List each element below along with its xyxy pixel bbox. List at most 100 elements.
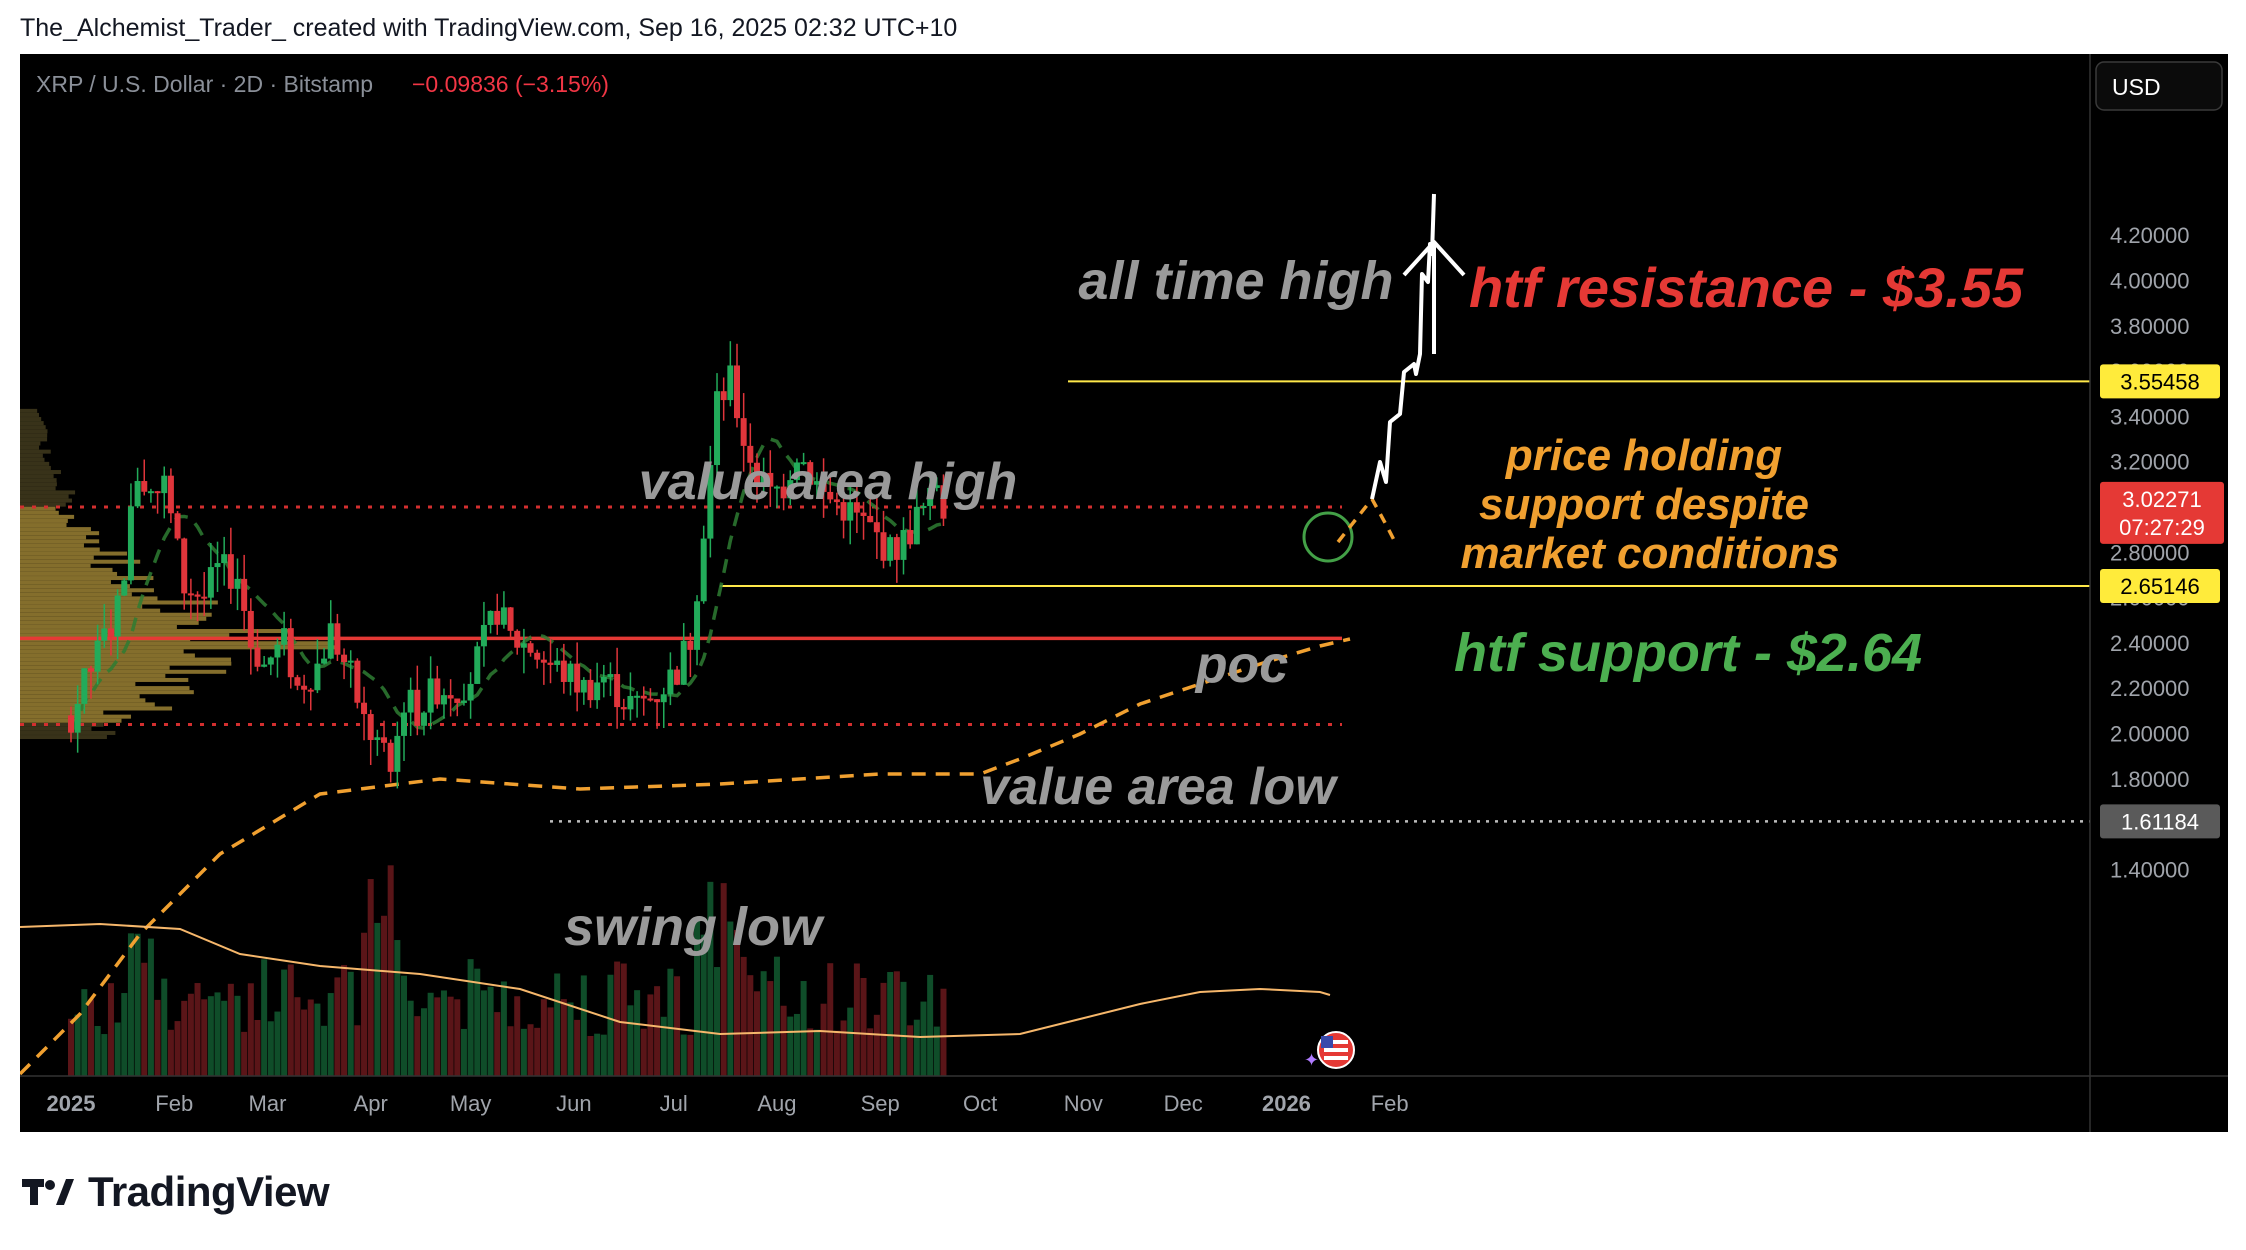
currency-label: USD: [2112, 74, 2161, 100]
time-tick-label: Apr: [354, 1091, 388, 1116]
volume-profile-row: [20, 567, 113, 572]
time-tick-label: Jul: [660, 1091, 688, 1116]
volume-bar: [174, 1021, 181, 1076]
volume-profile-row: [20, 547, 100, 552]
candle-body: [221, 554, 228, 564]
price-tick-label: 2.00000: [2110, 722, 2190, 747]
volume-profile-row: [20, 682, 136, 687]
candle-body: [274, 644, 281, 658]
volume-bar: [301, 1009, 308, 1076]
volume-profile-row: [20, 580, 111, 585]
volume-bar: [640, 1028, 647, 1076]
volume-bar: [321, 1025, 328, 1076]
candle-body: [367, 714, 374, 740]
projection-path: [1370, 193, 1436, 500]
volume-bar: [714, 967, 721, 1076]
candle-body: [560, 660, 567, 682]
symbol-legend[interactable]: XRP / U.S. Dollar · 2D · Bitstamp: [36, 71, 373, 97]
volume-profile-row: [20, 551, 128, 556]
price-axis[interactable]: 4.200004.000003.800003.600003.400003.200…: [2110, 223, 2190, 882]
volume-bar: [361, 932, 368, 1076]
volume-bar: [614, 961, 621, 1076]
candle-body: [813, 481, 820, 485]
us-flag-event-icon[interactable]: ✦: [1304, 1031, 1355, 1070]
support-despite-label: support despite: [1479, 480, 1809, 529]
volume-profile-row: [20, 604, 143, 609]
moving-averages: [20, 437, 1351, 1076]
candle-body: [494, 610, 501, 625]
candle-body: [394, 735, 401, 772]
volume-bar: [567, 1002, 574, 1076]
volume-bar: [121, 993, 128, 1076]
volume-bar: [420, 1008, 427, 1076]
volume-bar: [594, 1033, 601, 1076]
candle-body: [247, 610, 254, 648]
volume-profile-row: [20, 433, 48, 438]
volume-bar: [354, 1025, 361, 1076]
volume-bar: [940, 988, 947, 1076]
volume-bar: [587, 1035, 594, 1076]
volume-profile-row: [20, 421, 44, 426]
highlight-circle: [1302, 511, 1354, 563]
volume-bar: [867, 1028, 874, 1076]
volume-bar: [367, 879, 374, 1076]
candle-body: [700, 538, 707, 602]
candle-body: [740, 418, 747, 446]
candle-body: [554, 660, 561, 665]
price-chart[interactable]: all time high htf resistance - $3.55 value…: [20, 54, 2228, 1132]
tradingview-logo[interactable]: TradingView: [22, 1168, 330, 1216]
candle-body: [793, 462, 800, 481]
volume-bar: [207, 996, 214, 1076]
volume-profile-row: [20, 571, 118, 576]
time-tick-label: Feb: [1371, 1091, 1409, 1116]
volume-bar: [540, 999, 547, 1076]
time-tick-label: Oct: [963, 1091, 997, 1116]
candle-body: [734, 365, 740, 419]
candle-body: [780, 486, 787, 499]
candle-body: [787, 480, 794, 499]
volume-bar: [920, 1001, 927, 1076]
volume-bar: [727, 921, 734, 1076]
volume-profile-row: [20, 608, 161, 613]
volume-bar: [534, 1027, 541, 1076]
price-tick-label: 3.80000: [2110, 314, 2190, 339]
currency-button[interactable]: USD: [2095, 61, 2223, 111]
candle-body: [487, 610, 494, 625]
candle-body: [214, 563, 221, 568]
candle-body: [121, 580, 128, 596]
candle-body: [74, 703, 81, 733]
volume-bar: [667, 968, 674, 1076]
candle-body: [354, 660, 361, 703]
time-axis[interactable]: 2025 Feb Mar Apr May Jun Jul Aug Sep Oct Nov Dec 202…: [47, 1091, 1409, 1116]
chart-frame[interactable]: all time high htf resistance - $3.55 value…: [20, 54, 2228, 1132]
candle-body: [287, 628, 294, 678]
price-tick-label: 4.20000: [2110, 223, 2190, 248]
volume-profile-row: [20, 559, 141, 564]
candle-body: [507, 607, 514, 631]
volume-bar: [161, 978, 168, 1076]
volume-bar: [560, 999, 567, 1076]
candle-body: [647, 698, 654, 701]
candle-body: [314, 663, 321, 691]
candle-body: [913, 506, 920, 545]
volume-profile-row: [20, 620, 199, 625]
poc-label: poc: [1194, 636, 1289, 694]
candle-body: [680, 640, 687, 685]
volume-bar: [500, 981, 507, 1076]
volume-bar: [767, 981, 774, 1076]
candle-body: [614, 674, 621, 708]
volume-bar: [893, 971, 900, 1076]
candle-body: [414, 689, 421, 726]
candle-body: [674, 669, 681, 685]
volume-bar: [807, 1028, 814, 1076]
candle-body: [334, 623, 341, 655]
volume-bar: [760, 971, 767, 1076]
volume-profile-row: [20, 702, 155, 707]
time-tick-label: May: [450, 1091, 492, 1116]
value-area-high-label: value area high: [639, 453, 1018, 511]
candle-body: [261, 664, 268, 667]
volume-bar: [873, 1014, 880, 1076]
volume-bar: [127, 933, 134, 1076]
volume-bar: [620, 963, 627, 1076]
volume-bar: [887, 972, 894, 1076]
